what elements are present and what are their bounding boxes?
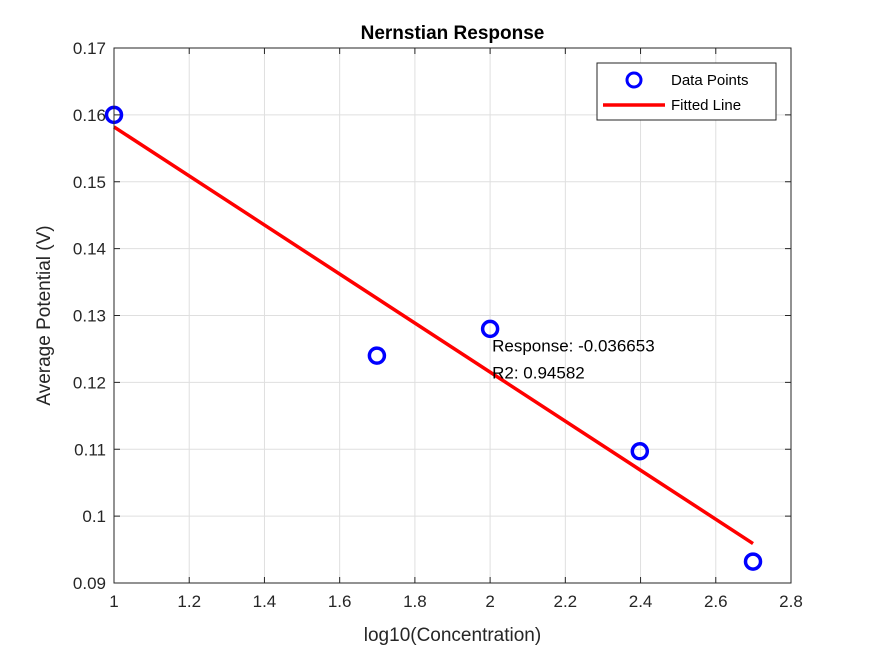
x-tick-label: 1.6 [328,592,352,611]
legend-marker-data-points [625,71,643,89]
x-tick-label: 1.4 [253,592,277,611]
y-tick-label: 0.15 [73,173,106,192]
y-tick-label: 0.11 [74,440,106,459]
x-axis-label: log10(Concentration) [364,625,541,646]
fit-layer [113,125,754,546]
legend: Data Points Fitted Line [596,62,777,121]
data-point [367,346,387,365]
y-tick-label: 0.17 [73,39,106,58]
y-tick-label: 0.09 [73,574,106,593]
annotation-text: Response: -0.036653 [492,337,655,356]
y-tick-label: 0.12 [73,373,106,392]
x-tick-label: 2.8 [779,592,803,611]
data-point [630,442,650,461]
legend-label-fitted-line: Fitted Line [671,97,741,114]
fitted-line [113,125,754,546]
chart-title: Nernstian Response [361,23,545,44]
x-tick-label: 1.8 [403,592,427,611]
x-tick-label: 1.2 [177,592,201,611]
annotation-text: R2: 0.94582 [492,363,585,382]
data-point [480,319,500,339]
x-tick-label: 1 [109,592,118,611]
y-tick-label: 0.14 [73,240,106,259]
x-tick-label: 2.4 [629,592,653,611]
x-tick-label: 2.6 [704,592,728,611]
x-ticks: 1 1.2 1.4 1.6 1.8 2 2.2 2.4 2.6 2.8 [109,48,803,611]
data-point [743,552,763,571]
y-tick-label: 0.1 [82,507,106,526]
legend-label-data-points: Data Points [671,72,749,89]
x-tick-label: 2 [485,592,494,611]
y-tick-label: 0.13 [73,307,106,326]
legend-box [596,62,777,121]
y-ticks: 0.09 0.1 0.11 0.12 0.13 0.14 0.15 0.16 0.17 [73,39,791,593]
y-axis-label: Average Potential (V) [34,225,55,405]
y-tick-label: 0.16 [73,106,106,125]
x-tick-label: 2.2 [554,592,578,611]
annotations: Response: -0.036653 R2: 0.94582 [492,337,655,383]
